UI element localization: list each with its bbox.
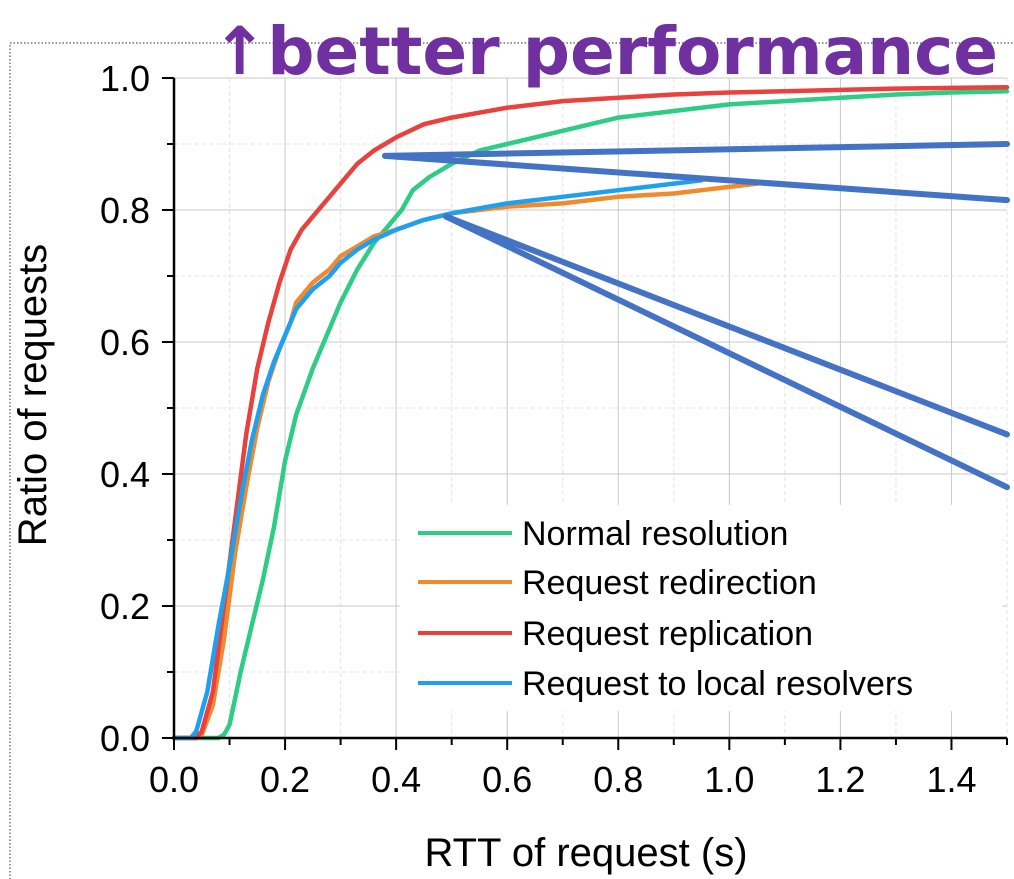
callout-line-2 — [382, 152, 1010, 204]
legend: Normal resolution Request redirection Re… — [400, 505, 1002, 711]
legend-label-local: Request to local resolvers — [522, 665, 913, 703]
x-tick-label: 1.4 — [926, 759, 976, 800]
x-tick-label: 1.0 — [704, 759, 754, 800]
banner-text: ↑better performance — [212, 13, 998, 90]
y-tick-label: 1.0 — [100, 58, 150, 99]
legend-label-replication: Request replication — [522, 615, 813, 653]
axes: 0.0 0.2 0.4 0.6 0.8 1.0 1.2 1.4 0.0 0.2 0.4 0.6 0.8 1… — [100, 58, 1008, 800]
x-tick-label: 0.2 — [260, 759, 310, 800]
series-layer — [171, 84, 1010, 741]
x-tick-label: 0.8 — [593, 759, 643, 800]
request-redirection-line — [171, 181, 760, 741]
y-tick-label: 0.2 — [100, 586, 150, 627]
x-tick-label: 0.0 — [149, 759, 199, 800]
y-tick-label: 0.6 — [100, 322, 150, 363]
legend-label-redirection: Request redirection — [522, 564, 817, 602]
callout-layer — [382, 141, 1010, 491]
callout-line-1 — [382, 141, 1010, 159]
legend-background — [400, 505, 1002, 711]
x-tick-label: 0.6 — [482, 759, 532, 800]
local-resolvers-line — [171, 178, 704, 741]
legend-label-normal: Normal resolution — [522, 515, 788, 553]
y-tick-label: 0.0 — [100, 718, 150, 759]
y-axis-title: Ratio of requests — [11, 244, 55, 546]
figure-frame — [9, 42, 1014, 879]
y-tick-label: 0.4 — [100, 454, 150, 495]
x-tick-label: 1.2 — [815, 759, 865, 800]
x-axis-title: RTT of request (s) — [424, 831, 747, 875]
y-tick-label: 0.8 — [100, 190, 150, 231]
callout-line-4 — [443, 213, 1010, 491]
x-tick-label: 0.4 — [371, 759, 421, 800]
callout-line-3 — [443, 213, 1010, 438]
